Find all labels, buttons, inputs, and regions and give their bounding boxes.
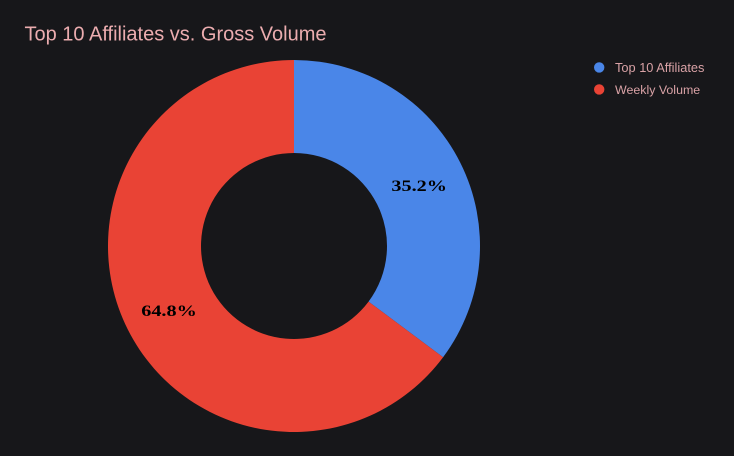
svg-text:Top 10 Affiliates vs. Gross Vo: Top 10 Affiliates vs. Gross Volume: [25, 24, 327, 46]
svg-text:64.8%: 64.8%: [141, 302, 197, 320]
svg-text:35.2%: 35.2%: [391, 177, 447, 195]
svg-text:Top 10 Affiliates: Top 10 Affiliates: [615, 60, 704, 75]
svg-text:Weekly Volume: Weekly Volume: [615, 83, 700, 97]
